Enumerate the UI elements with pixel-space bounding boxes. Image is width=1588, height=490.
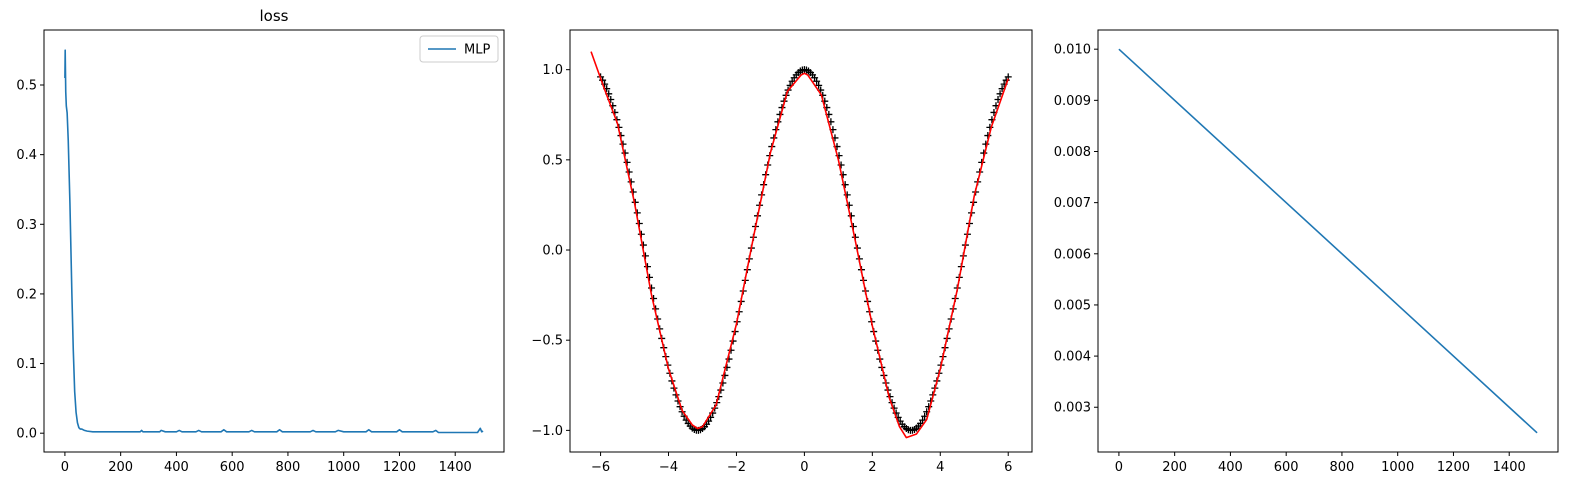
data-point [813,77,821,85]
series-line [590,51,1009,439]
y-tick-label: 0.006 [1054,247,1091,262]
plot-area [64,49,484,434]
scatter-series [597,66,1012,434]
data-point [843,191,851,199]
x-tick-label: 0 [800,460,808,475]
y-tick-label: −0.5 [531,334,563,349]
chart-title: loss [260,7,289,25]
data-point [811,74,819,82]
x-tick-label: −2 [727,460,746,475]
data-point [788,77,796,85]
y-tick-label: 0.1 [16,357,37,372]
y-tick-label: 0.007 [1054,196,1091,211]
learning-rate-chart: 0 200 400 600 800 1000 1200 1400 0.003 0.004 0.005… [1054,29,1559,475]
y-tick-label: 0.0 [16,427,37,442]
data-point [845,201,853,209]
axes-frame [43,29,505,453]
series-line [1118,48,1538,434]
data-point [815,81,823,89]
x-tick-label: 1000 [1381,460,1414,475]
x-tick-label: 200 [108,460,133,475]
y-tick-label: 0.009 [1054,94,1091,109]
y-tick-label: 1.0 [542,63,563,78]
plot-area [1118,48,1538,434]
y-tick-label: −1.0 [531,424,563,439]
data-point [723,363,731,371]
axes-frame [1097,29,1559,453]
y-tick-label: 0.5 [16,79,37,94]
x-tick-label: −4 [659,460,678,475]
x-tick-label: 0 [1115,460,1123,475]
data-point [648,284,656,292]
y-tick-label: 0.0 [542,244,563,259]
x-tick-label: −6 [591,460,610,475]
y-tick-label: 0.2 [16,287,37,302]
cosine-fit-chart: −6 −4 −2 0 2 4 6 −1.0 −0.5 0.0 0.5 1.0 [531,29,1033,475]
x-tick-label: 400 [1218,460,1243,475]
x-tick-label: 1400 [439,460,472,475]
x-tick-label: 4 [936,460,944,475]
legend-label: MLP [464,43,490,58]
axes-frame [569,29,1033,453]
y-tick-label: 0.003 [1054,401,1091,416]
y-tick-label: 0.4 [16,148,37,163]
y-tick-label: 0.004 [1054,350,1091,365]
x-tick-label: 1200 [1437,460,1470,475]
legend-box [419,35,499,63]
y-tick-label: 0.5 [542,153,563,168]
legend: MLP [419,35,499,63]
x-tick-label: 1000 [327,460,360,475]
y-tick-label: 0.005 [1054,298,1091,313]
x-tick-label: 600 [1274,460,1299,475]
x-tick-label: 2 [868,460,876,475]
x-tick-label: 1200 [383,460,416,475]
x-tick-label: 400 [164,460,189,475]
series-line [64,49,484,434]
x-tick-label: 800 [1330,460,1355,475]
x-tick-label: 1400 [1493,460,1526,475]
y-tick-label: 0.008 [1054,145,1091,160]
loss-chart: 0 200 400 600 800 1000 1200 1400 0.0 0.1 0.2 0.3 0.4… [16,7,505,475]
y-tick-label: 0.010 [1054,43,1091,58]
data-point [919,416,927,424]
x-tick-label: 6 [1004,460,1012,475]
x-tick-label: 0 [61,460,69,475]
x-tick-label: 600 [220,460,245,475]
y-tick-label: 0.3 [16,218,37,233]
x-tick-label: 800 [276,460,301,475]
x-tick-label: 200 [1162,460,1187,475]
plot-area [590,51,1012,439]
